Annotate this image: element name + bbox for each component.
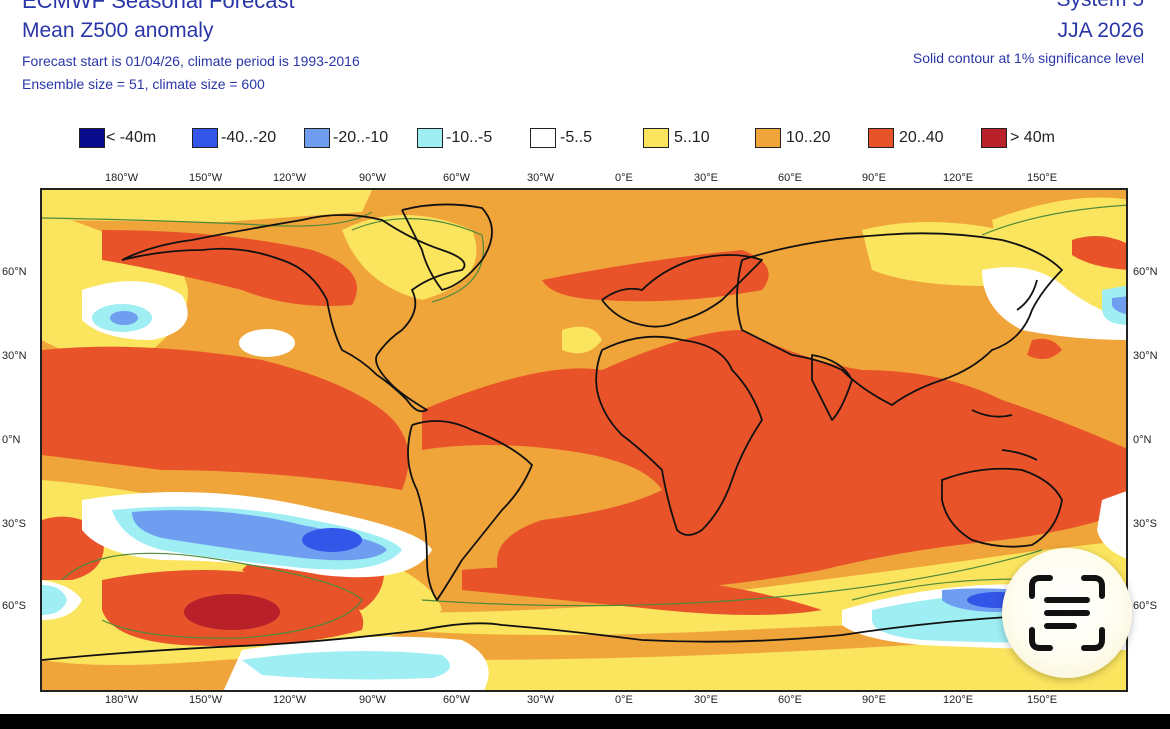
- text-scan-button[interactable]: [1002, 548, 1132, 678]
- lon-label-bottom: 60°E: [778, 694, 802, 706]
- lon-label-top: 120°W: [273, 172, 307, 184]
- significance-contours: [42, 204, 1126, 639]
- lon-label-top: 180°W: [105, 172, 139, 184]
- lon-label-top: 30°E: [694, 172, 718, 184]
- legend-swatch-7: [755, 128, 781, 148]
- screen-bottom-bar: [0, 714, 1170, 729]
- lon-label-top: 0°E: [615, 172, 633, 184]
- lon-label-top: 150°W: [189, 172, 223, 184]
- lon-label-bottom: 150°W: [189, 694, 223, 706]
- lon-label-top: 60°E: [778, 172, 802, 184]
- legend-swatch-2: [192, 128, 218, 148]
- system-label: System 5: [1056, 0, 1144, 12]
- lon-label-bottom: 150°E: [1027, 694, 1058, 706]
- anomaly-minus-20-40-area: [302, 528, 362, 552]
- legend-swatch-8: [868, 128, 894, 148]
- legend-label-9: > 40m: [1010, 129, 1055, 146]
- season-label: JJA 2026: [1057, 19, 1144, 42]
- legend-swatch-1: [79, 128, 105, 148]
- legend-swatch-4: [417, 128, 443, 148]
- lat-label-left: 30°N: [2, 350, 27, 362]
- lat-label-right: 30°S: [1133, 518, 1157, 530]
- significance-note: Solid contour at 1% significance level: [912, 50, 1144, 66]
- legend-label-2: -40..-20: [221, 129, 277, 146]
- lat-label-left: 60°S: [2, 600, 26, 612]
- lat-label-right: 60°N: [1133, 266, 1158, 278]
- lon-label-bottom: 30°E: [694, 694, 718, 706]
- lon-label-bottom: 30°W: [527, 694, 555, 706]
- lon-label-bottom: 90°W: [359, 694, 387, 706]
- lon-label-top: 60°W: [443, 172, 471, 184]
- legend-swatch-9: [981, 128, 1007, 148]
- lat-label-right: 0°N: [1133, 434, 1152, 446]
- text-scan-icon: [1029, 575, 1105, 651]
- legend-label-5: -5..5: [560, 129, 593, 146]
- anomaly-map-graphic: [42, 190, 1126, 690]
- lat-label-left: 30°S: [2, 518, 26, 530]
- lon-label-bottom: 60°W: [443, 694, 471, 706]
- ensemble-info: Ensemble size = 51, climate size = 600: [22, 76, 265, 92]
- lon-label-top: 90°E: [862, 172, 886, 184]
- coastlines: [42, 203, 1126, 661]
- legend-label-4: -10..-5: [446, 129, 493, 146]
- lat-label-left: 0°N: [2, 434, 21, 446]
- legend-label-6: 5..10: [674, 129, 710, 146]
- lon-label-top: 120°E: [943, 172, 974, 184]
- legend-swatch-6: [643, 128, 669, 148]
- anomaly-over-40-area: [184, 594, 280, 630]
- anomaly-map: [40, 188, 1128, 692]
- lon-label-top: 150°E: [1027, 172, 1058, 184]
- lon-label-top: 90°W: [359, 172, 387, 184]
- map-title: ECMWF Seasonal Forecast: [22, 0, 295, 13]
- lon-label-bottom: 120°W: [273, 694, 307, 706]
- lon-label-bottom: 180°W: [105, 694, 139, 706]
- lat-label-left: 60°N: [2, 266, 27, 278]
- legend-swatch-5: [530, 128, 556, 148]
- legend-label-8: 20..40: [899, 129, 944, 146]
- lon-label-top: 30°W: [527, 172, 555, 184]
- lon-label-bottom: 120°E: [943, 694, 974, 706]
- legend-swatch-3: [304, 128, 330, 148]
- legend-label-7: 10..20: [786, 129, 831, 146]
- legend-label-1: < -40m: [106, 129, 157, 146]
- legend-label-3: -20..-10: [333, 129, 389, 146]
- lat-label-right: 60°S: [1133, 600, 1157, 612]
- lon-label-bottom: 90°E: [862, 694, 886, 706]
- map-subtitle: Mean Z500 anomaly: [22, 19, 214, 42]
- forecast-info: Forecast start is 01/04/26, climate peri…: [22, 53, 360, 69]
- lat-label-right: 30°N: [1133, 350, 1158, 362]
- lon-label-bottom: 0°E: [615, 694, 633, 706]
